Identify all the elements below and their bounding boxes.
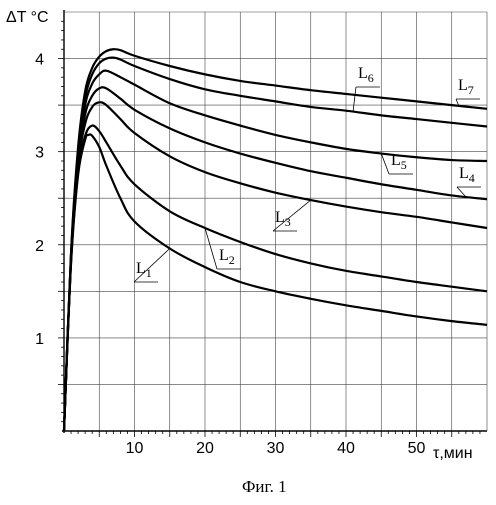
curve-label-text: L4 [459, 165, 475, 185]
curve-label-text: L2 [219, 247, 235, 267]
axes [58, 10, 487, 437]
curve-label-l1: L1 [134, 249, 170, 282]
curve-label-text: L3 [275, 209, 291, 229]
curve-label-l2: L2 [205, 228, 241, 269]
x-axis-title: τ,мин [433, 445, 473, 462]
curve-label-l7: L7 [456, 77, 480, 106]
curve-label-l5: L5 [381, 152, 413, 174]
y-tick-label: 1 [35, 331, 44, 348]
x-tick-label: 50 [408, 440, 426, 457]
leader-line [205, 228, 217, 269]
y-tick-label: 3 [35, 145, 44, 162]
curve-labels: L1 L2 L3 L4 L5 L6 L7 [134, 65, 481, 282]
curve-label-text: L7 [458, 77, 474, 97]
x-tick-label: 30 [267, 440, 285, 457]
x-tick-label: 10 [126, 440, 144, 457]
leader-line [381, 154, 389, 174]
figure-caption: Фиг. 1 [242, 477, 287, 496]
y-tick-label: 4 [35, 52, 44, 69]
curve-label-text: L6 [358, 65, 374, 85]
curve-label-l4: L4 [457, 165, 481, 197]
curve-label-l6: L6 [353, 65, 380, 112]
y-tick-label: 2 [35, 238, 44, 255]
x-tick-label: 40 [337, 440, 355, 457]
x-tick-label: 20 [196, 440, 214, 457]
leader-line [353, 87, 356, 112]
curve-label-text: L1 [136, 260, 152, 280]
curve-label-l3: L3 [273, 200, 311, 231]
y-axis-title: ΔT °C [6, 9, 49, 26]
